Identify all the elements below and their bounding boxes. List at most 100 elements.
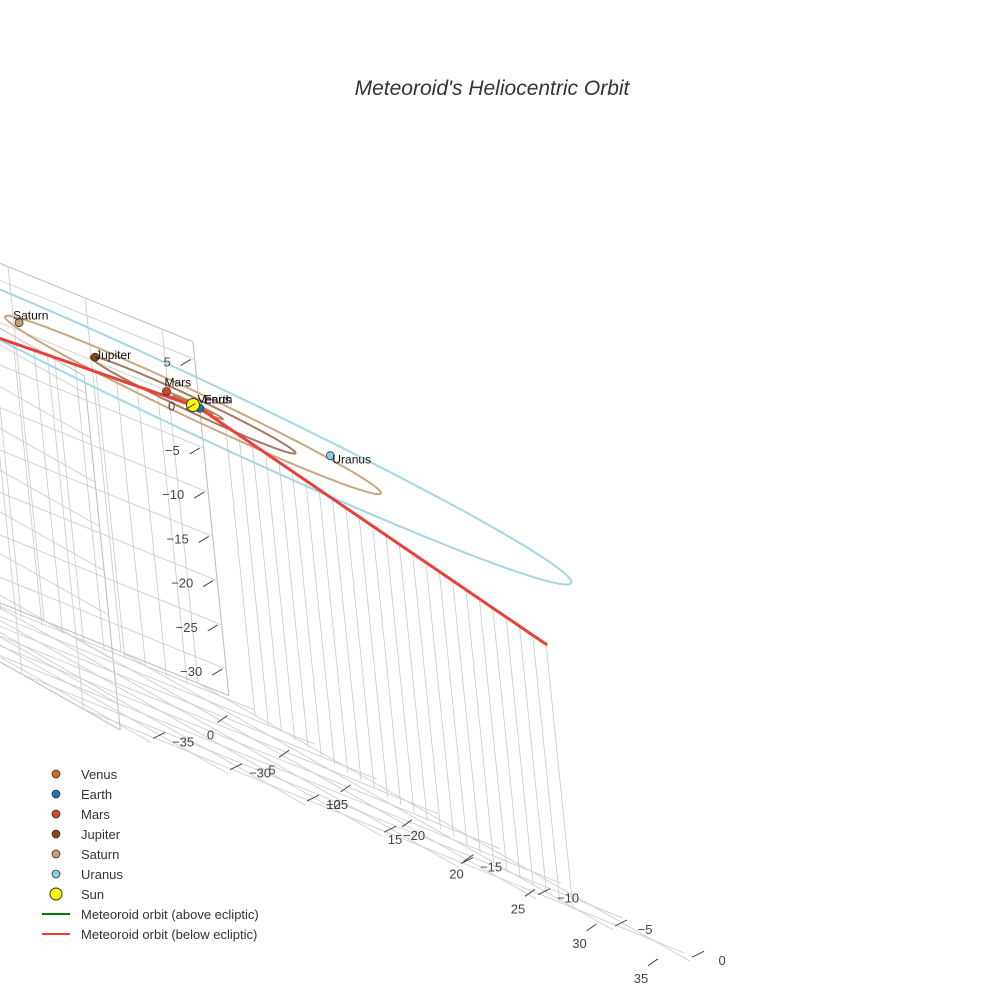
y-tick-label: −15 <box>480 859 502 874</box>
legend-item[interactable]: Venus <box>51 767 118 782</box>
z-tick-label: −30 <box>180 664 202 679</box>
drop-line <box>54 357 84 643</box>
drop-line <box>425 562 455 838</box>
drop-line <box>136 386 167 676</box>
x-tick-label: 20 <box>449 867 463 882</box>
legend-item[interactable]: Sun <box>49 887 104 902</box>
mars-label: Mars <box>165 376 192 390</box>
legend-item[interactable]: Earth <box>51 787 112 802</box>
uranus-orbit <box>0 288 573 586</box>
wall-grid-line <box>0 427 96 483</box>
drop-line <box>465 589 494 862</box>
x-tick-label: 10 <box>326 797 340 812</box>
z-tick-label-tick-mark <box>207 624 218 632</box>
floor-grid-line <box>0 635 439 815</box>
x-tick-label-tick-mark <box>647 958 659 967</box>
drop-lines-layer <box>0 342 574 910</box>
wall-grid-line <box>0 344 87 395</box>
floor-grid-line <box>0 645 500 849</box>
z-tick-label: 0 <box>168 399 175 414</box>
drop-line <box>358 516 388 797</box>
z-tick-label: −5 <box>165 443 180 458</box>
floor-grid-line <box>83 708 685 954</box>
legend-sun-marker <box>49 887 63 901</box>
drop-line <box>412 553 441 829</box>
legend-item[interactable]: Jupiter <box>51 827 121 842</box>
x-tick-label: 15 <box>388 832 402 847</box>
drop-line <box>398 544 428 821</box>
legend-label: Jupiter <box>81 827 121 842</box>
drop-line <box>225 425 256 716</box>
x-tick-label: 0 <box>207 728 214 743</box>
drop-line <box>278 462 309 749</box>
drop-line <box>251 443 282 732</box>
floor-grid-line <box>0 644 229 775</box>
legend-marker <box>51 869 61 879</box>
jupiter-label: Jupiter <box>95 348 131 362</box>
drop-line <box>532 635 561 902</box>
z-tick-label-tick-mark <box>211 668 223 676</box>
box-edge <box>0 602 230 697</box>
floor-grid-line <box>0 656 152 743</box>
drop-line <box>157 393 188 684</box>
jupiter-orbit <box>89 355 297 455</box>
drop-line <box>345 507 375 789</box>
legend-item[interactable]: Meteoroid orbit (below ecliptic) <box>42 927 257 942</box>
legend-item[interactable]: Saturn <box>51 847 119 862</box>
drop-line <box>0 599 1 610</box>
z-tick-label-tick-mark <box>202 580 214 588</box>
floor-grid-line <box>0 615 316 745</box>
meteoroid-segment-1 <box>0 336 201 410</box>
drop-line <box>238 434 269 724</box>
wall-grid-line <box>0 534 222 626</box>
legend-item[interactable]: Meteoroid orbit (above ecliptic) <box>42 907 259 922</box>
z-tick-label: −15 <box>167 531 189 546</box>
legend-label: Sun <box>81 887 104 902</box>
y-tick-label-tick-mark <box>460 856 474 864</box>
legend-label: Mars <box>81 807 110 822</box>
wall-grid-line <box>0 491 218 582</box>
legend-item[interactable]: Uranus <box>51 867 123 882</box>
mars-marker <box>162 387 171 396</box>
drop-line <box>305 480 335 765</box>
floor-grid-line <box>43 620 537 900</box>
wall-grid-line <box>46 355 84 710</box>
drop-line <box>33 350 64 635</box>
drop-line <box>452 580 481 854</box>
y-tick-label-tick-mark <box>383 825 397 833</box>
wall-grid-line <box>0 364 204 449</box>
floor-grid-line <box>0 625 377 780</box>
wall-grid-line <box>0 576 227 670</box>
z-tick-label-tick-mark <box>193 491 205 499</box>
drop-line <box>318 489 349 773</box>
wall-grid-line <box>0 322 200 405</box>
drop-line <box>95 371 126 659</box>
x-tick-label-tick-mark <box>586 923 597 932</box>
legend-item[interactable]: Mars <box>51 807 110 822</box>
legend-marker <box>51 829 61 839</box>
x-tick-label-tick-mark <box>278 749 290 758</box>
drop-line <box>438 571 468 846</box>
wall-grid-line <box>0 594 114 660</box>
venus-label: Venus <box>198 392 231 406</box>
y-tick-label: −10 <box>557 891 579 906</box>
x-tick-label: 5 <box>268 762 275 777</box>
legend-label: Saturn <box>81 847 119 862</box>
x-tick-label-tick-mark <box>524 888 536 897</box>
legend-marker <box>51 769 61 779</box>
floor-grid-line <box>21 673 623 919</box>
x-tick-label-tick-mark <box>340 784 351 793</box>
jupiter-marker <box>90 352 100 362</box>
y-tick-label-tick-mark <box>691 950 705 958</box>
drop-line <box>74 364 105 651</box>
legend-label: Earth <box>81 787 112 802</box>
y-tick-label-tick-mark <box>537 888 551 896</box>
drop-line <box>0 403 22 618</box>
floor-grid-line <box>0 606 254 710</box>
legend-marker <box>51 849 61 859</box>
drop-line <box>385 534 415 813</box>
wall-grid-line <box>0 454 23 675</box>
legend-label: Venus <box>81 767 118 782</box>
wall-grid-line <box>0 511 105 572</box>
